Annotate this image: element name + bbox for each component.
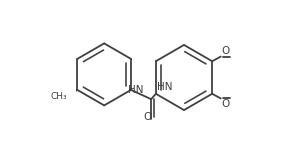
Text: CH₃: CH₃ xyxy=(50,92,67,101)
Text: O: O xyxy=(222,46,230,56)
Text: HN: HN xyxy=(128,85,144,95)
Text: HN: HN xyxy=(157,82,172,92)
Text: O: O xyxy=(144,112,152,122)
Text: O: O xyxy=(222,99,230,109)
